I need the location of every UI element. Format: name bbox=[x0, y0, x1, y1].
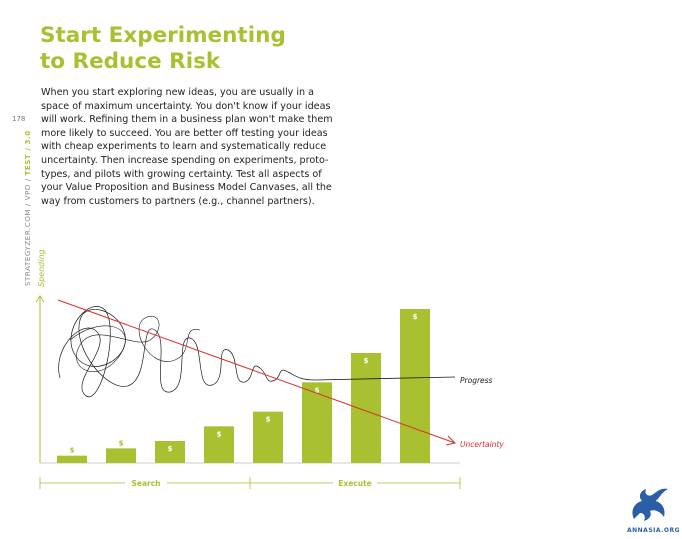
spending-bar bbox=[351, 353, 381, 463]
spending-bar bbox=[106, 448, 136, 463]
progress-line bbox=[315, 377, 455, 380]
bar-value-label: $ bbox=[70, 447, 75, 455]
phase-label-search: Search bbox=[131, 479, 160, 488]
phase-label-execute: Execute bbox=[338, 479, 372, 488]
spending-bar bbox=[57, 456, 87, 463]
progress-label: Progress bbox=[460, 376, 493, 385]
bar-value-label: $ bbox=[119, 439, 124, 447]
bar-value-label: $ bbox=[364, 357, 369, 365]
bird-logo-icon bbox=[626, 485, 674, 525]
bar-value-label: $ bbox=[217, 430, 222, 438]
bar-value-label: $ bbox=[168, 445, 173, 453]
y-axis-label: Spending bbox=[37, 249, 46, 287]
logo-text: ANNASIA.ORG bbox=[627, 527, 680, 534]
bars-layer: $$$$$$$$ bbox=[57, 309, 430, 463]
spending-bar bbox=[302, 382, 332, 463]
progress-scribble bbox=[59, 306, 315, 396]
bar-value-label: $ bbox=[266, 416, 271, 424]
spending-bar bbox=[400, 309, 430, 463]
uncertainty-label: Uncertainty bbox=[460, 440, 504, 449]
bar-value-label: $ bbox=[413, 313, 418, 321]
